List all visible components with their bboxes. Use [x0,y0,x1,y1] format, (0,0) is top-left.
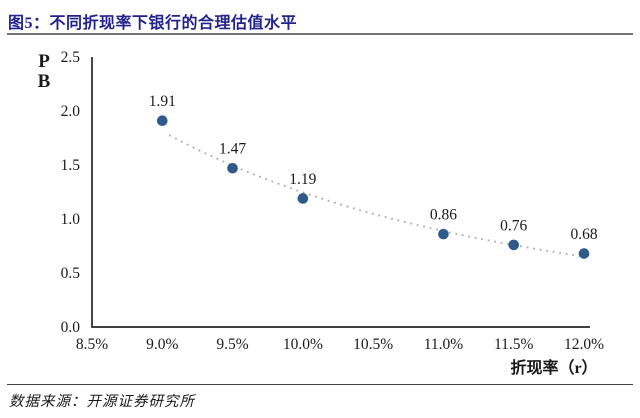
x-tick-label: 11.5% [494,336,534,353]
x-tick-label: 8.5% [76,336,108,353]
data-point-label: 1.19 [289,171,316,188]
data-point [156,115,168,127]
x-tick-label: 12.0% [564,336,604,353]
y-tick-label: 2.0 [61,103,81,120]
y-tick-label: 0.5 [61,265,81,282]
x-tick-label: 10.0% [283,336,323,353]
data-point-label: 1.47 [219,141,246,158]
data-point [438,228,449,240]
y-tick-label: 1.0 [61,211,81,228]
data-point-label: 0.68 [570,226,597,243]
y-axis-title: B [38,71,51,92]
data-point [508,239,520,251]
x-tick-label: 10.5% [353,336,393,353]
footer-divider [7,384,633,385]
data-point-label: 1.91 [149,93,176,110]
x-tick-label: 11.0% [424,336,464,353]
y-tick-label: 2.5 [61,49,81,66]
data-point [578,248,590,259]
title-divider [7,33,633,35]
y-tick-label: 1.5 [61,157,81,174]
x-tick-label: 9.5% [216,336,248,353]
y-axis-title: P [38,51,50,72]
axis-lines [91,57,590,328]
data-point [227,162,238,174]
y-tick-label: 0.0 [61,319,81,336]
x-axis-title: 折现率（r） [510,358,597,377]
data-point-label: 0.76 [500,217,527,234]
data-source: 数据来源：开源证券研究所 [9,394,195,410]
data-point-label: 0.86 [430,207,457,224]
figure-title: 图5：不同折现率下银行的合理估值水平 [8,15,298,32]
x-tick-label: 9.0% [146,336,178,353]
data-point [297,193,309,204]
